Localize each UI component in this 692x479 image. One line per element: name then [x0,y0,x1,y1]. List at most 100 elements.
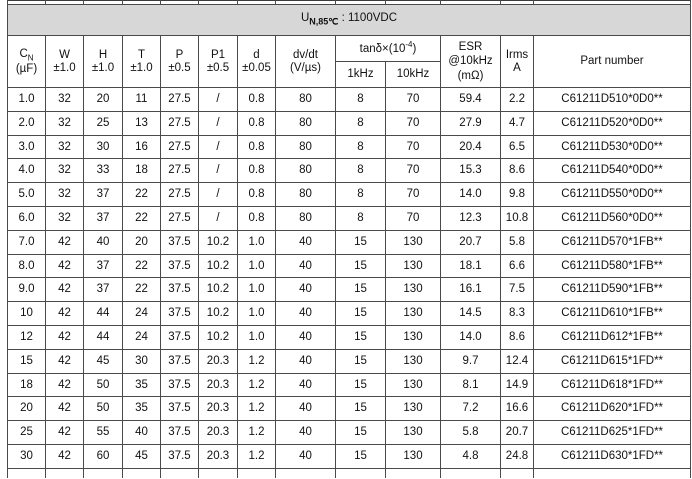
cell-part-number: C61211D625*1FD** [533,420,691,445]
table-row: 12 42 44 24 37.5 10.2 1.0 40 15 130 14.0 8.6 C61211D… [7,324,691,350]
cell-part-number: C61211D530*0D0** [533,134,691,160]
cell-tan-1khz: 15 [335,396,386,422]
cell-tan-1khz: 8 [335,134,386,160]
cell-d: 0.8 [237,158,276,184]
cell-tan-1khz: 8 [335,87,386,112]
col-header-dvdt: dv/dt (V/µs) [275,35,336,88]
d-label: d [253,48,260,61]
cell-p: 37.5 [160,348,199,374]
cell-w: 42 [45,301,84,326]
voltage-symbol: U [300,12,310,25]
cell-tan-10khz: 130 [385,253,441,279]
cell-h: 33 [83,158,123,184]
cell-p1: / [198,87,238,112]
cell-esr: 9.7 [440,348,501,374]
cell-tan-1khz: 15 [335,372,386,398]
table-row: 5.0 32 37 22 27.5/0.8 80 8 70 14.0 9.8 C61211D550*… [7,182,691,207]
cell-h: 45 [83,348,123,374]
cell-esr: 18.1 [440,253,501,279]
voltage-band-row: UN,85℃ : 1100VDC [7,4,691,36]
cell-dvdt: 80 [275,182,336,207]
cell-tan-10khz: 130 [385,443,441,469]
cell-cn: 15 [7,348,46,374]
cell-w: 42 [45,396,84,422]
cell-p1: 20.3 [198,443,238,469]
cell-tan-1khz: 15 [335,420,386,445]
cell-irms: 6.6 [500,253,534,279]
cell-t: 35 [122,372,161,398]
cell-part-number: C61211D560*0D0** [533,205,691,231]
cell-esr: 27.9 [440,110,501,136]
cell-tan-1khz: 15 [335,301,386,326]
cell-dvdt: 40 [275,324,336,350]
clipped-cell [440,467,501,479]
cell-p1: 20.3 [198,372,238,398]
cell-dvdt: 80 [275,110,336,136]
cell-d: 1.2 [237,348,276,374]
p1-tolerance: ±0.5 [206,61,230,74]
cell-w: 32 [45,87,84,112]
table-row: 7.0 42 40 20 37.5 10.2 1.0 40 15 130 20.7 5.8 C61211… [7,229,691,255]
cell-part-number: C61211D618*1FD** [533,372,691,398]
cell-esr: 12.3 [440,205,501,231]
clipped-row-top [7,0,691,5]
cell-tan-10khz: 70 [385,134,441,160]
clipped-cell [335,467,386,479]
cell-d: 0.8 [237,205,276,231]
cell-w: 32 [45,182,84,207]
cell-part-number: C61211D620*1FD** [533,396,691,422]
table-row: 3.0 32 30 16 27.5/0.8 80 8 70 20.4 6.5 C61211D530*… [7,134,691,160]
cell-t: 22 [122,182,161,207]
cell-esr: 14.5 [440,301,501,326]
table-row: 1.0 32 20 11 27.5/0.8 80 8 70 59.4 2.2 C61211D510*… [7,87,691,112]
cell-dvdt: 80 [275,158,336,184]
cell-tan-10khz: 130 [385,396,441,422]
t-label: T [137,48,146,61]
cell-part-number: C61211D520*0D0** [533,110,691,136]
cell-p: 37.5 [160,420,199,445]
cell-p1: / [198,134,238,160]
cell-p1: 10.2 [198,301,238,326]
cell-h: 25 [83,110,123,136]
cell-cn: 30 [7,443,46,469]
col-header-t: T ±1.0 [122,35,161,88]
cell-irms: 9.8 [500,182,534,207]
voltage-value: : 1100VDC [338,12,398,25]
cell-tan-1khz: 15 [335,348,386,374]
cell-dvdt: 40 [275,253,336,279]
w-label: W [59,48,70,61]
cell-esr: 5.8 [440,420,501,445]
cell-h: 40 [83,229,123,255]
cell-tan-10khz: 70 [385,87,441,112]
cell-esr: 20.4 [440,134,501,160]
cell-d: 1.0 [237,253,276,279]
cell-w: 42 [45,443,84,469]
cell-tan-10khz: 130 [385,324,441,350]
cell-w: 42 [45,420,84,445]
cell-dvdt: 40 [275,301,336,326]
table-row: 8.0 42 37 22 37.5 10.2 1.0 40 15 130 18.1 6.6 C61211… [7,253,691,279]
cell-tan-10khz: 130 [385,372,441,398]
col-header-tand: tanδ×(10-4) [335,35,441,62]
clipped-cell [83,467,123,479]
esr-unit: (mΩ) [457,69,484,82]
clipped-cell [533,467,691,479]
cell-p1: / [198,110,238,136]
cell-h: 60 [83,443,123,469]
cell-p: 37.5 [160,396,199,422]
cell-p: 27.5 [160,158,199,184]
cell-dvdt: 40 [275,277,336,303]
cell-esr: 16.1 [440,277,501,303]
cell-tan-10khz: 130 [385,348,441,374]
cell-tan-1khz: 15 [335,253,386,279]
cell-tan-10khz: 70 [385,110,441,136]
table-row: 25 42 55 40 37.5 20.3 1.2 40 15 130 5.8 20.7 C61211D… [7,420,691,445]
cell-part-number: C61211D615*1FD** [533,348,691,374]
cell-cn: 18 [7,372,46,398]
cell-tan-1khz: 15 [335,277,386,303]
clipped-cell [7,467,46,479]
col-header-p: P ±0.5 [160,35,199,88]
cell-w: 32 [45,205,84,231]
cell-dvdt: 80 [275,134,336,160]
cell-part-number: C61211D510*0D0** [533,87,691,112]
